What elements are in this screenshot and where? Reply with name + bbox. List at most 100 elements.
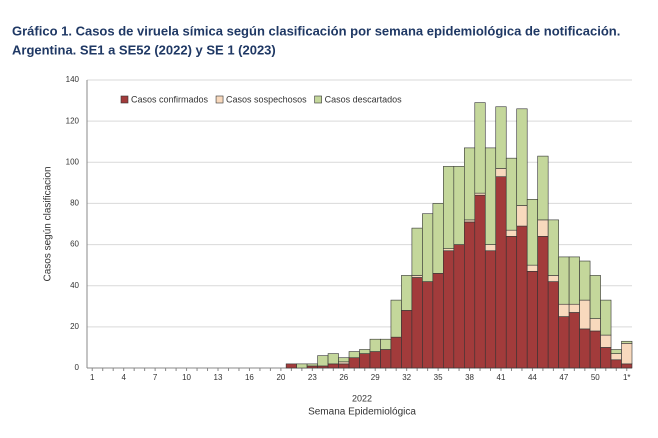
bar-segment	[338, 357, 350, 363]
bar-segment	[610, 353, 622, 361]
y-tick-label: 100	[66, 157, 80, 166]
bar-segment	[453, 244, 465, 369]
legend-label: Casos descartados	[325, 94, 403, 104]
bar-segment	[464, 219, 476, 223]
bar-segment	[369, 338, 381, 352]
x-tick-label: 41	[497, 373, 506, 382]
bar-segment	[411, 227, 423, 276]
bar-segment	[484, 250, 497, 369]
bar-segment	[568, 256, 580, 305]
x-tick-label: 13	[214, 373, 223, 382]
x-tick-label: 1*	[623, 373, 631, 382]
y-axis-label: Casos según clasificacion	[43, 166, 54, 281]
y-tick-label: 140	[66, 75, 80, 84]
x-axis-label: 2022	[352, 393, 372, 403]
bar-segment	[484, 147, 497, 245]
y-tick-label: 20	[70, 322, 79, 331]
x-tick-label: 26	[339, 373, 348, 382]
x-tick-label: 47	[559, 373, 568, 382]
bar-segment	[306, 363, 318, 367]
bar-segment	[390, 336, 402, 369]
x-tick-label: 20	[276, 373, 285, 382]
bar-segment	[537, 236, 549, 369]
bar-segment	[443, 166, 455, 249]
bar-segment	[610, 349, 622, 354]
x-tick-label: 35	[434, 373, 443, 382]
y-tick-label: 60	[70, 240, 79, 249]
bar-segment	[296, 363, 308, 369]
x-tick-label: 10	[182, 373, 191, 382]
bar-segment	[495, 106, 507, 169]
bar-segment	[505, 236, 518, 369]
x-tick-label: 23	[308, 373, 317, 382]
x-tick-label: 1	[90, 373, 95, 382]
bar-segment	[306, 365, 318, 369]
bar-segment	[526, 199, 538, 266]
bar-segment	[432, 203, 444, 274]
x-tick-label: 50	[591, 373, 600, 382]
bar-segment	[589, 318, 601, 332]
legend-swatch	[120, 95, 129, 104]
bar-segment	[464, 221, 476, 369]
x-tick-label: 7	[153, 373, 158, 382]
bar-segment	[432, 273, 444, 369]
bar-segment	[579, 260, 591, 301]
bar-segment	[579, 328, 591, 369]
bar-segment	[474, 192, 486, 196]
bar-segment	[537, 219, 549, 237]
bar-segment	[558, 316, 570, 369]
bar-segment	[474, 194, 486, 369]
bar-segment	[401, 275, 413, 311]
bar-segment	[516, 108, 528, 206]
bar-segment	[495, 176, 507, 369]
bar-segment	[443, 248, 455, 252]
chart-title: Gráfico 1. Casos de viruela símica según…	[12, 23, 620, 38]
bar-segment	[558, 256, 570, 305]
bar-segment	[568, 312, 580, 369]
bar-segment	[380, 349, 392, 369]
x-tick-label: 44	[528, 373, 537, 382]
x-tick-label: 29	[371, 373, 380, 382]
bar-segment	[484, 244, 497, 252]
bar-segment	[516, 225, 528, 369]
legend-label: Casos sospechosos	[226, 94, 307, 104]
bar-segment	[390, 299, 402, 338]
bar-segment	[359, 349, 371, 354]
bar-segment	[526, 264, 538, 272]
bar-segment	[495, 168, 507, 177]
bar-segment	[474, 102, 486, 194]
bar-segment	[516, 205, 528, 227]
bar-segment	[380, 338, 392, 350]
bar-segment	[579, 299, 591, 330]
bar-segment	[338, 361, 350, 365]
bar-segment	[348, 351, 360, 359]
x-tick-label: 16	[245, 373, 254, 382]
bar-segment	[453, 166, 465, 245]
bar-segment	[600, 334, 612, 348]
y-tick-label: 40	[70, 281, 79, 290]
bar-segment	[317, 365, 329, 369]
bar-segment	[505, 229, 518, 237]
bar-segment	[505, 157, 518, 231]
bar-segment	[547, 275, 559, 282]
bar-segment	[547, 281, 559, 369]
bar-segment	[422, 213, 434, 282]
chart-title: Argentina. SE1 a SE52 (2022) y SE 1 (202…	[12, 42, 276, 57]
bar-segment	[600, 347, 612, 369]
bar-segment	[621, 363, 633, 369]
bar-segment	[327, 353, 339, 365]
bar-segment	[610, 359, 622, 369]
bar-segment	[464, 147, 476, 221]
y-tick-label: 80	[70, 199, 79, 208]
bar-segment	[558, 303, 570, 317]
bar-segment	[285, 363, 297, 369]
y-tick-label: 120	[66, 116, 80, 125]
legend-swatch	[215, 95, 224, 104]
x-tick-label: 38	[465, 373, 474, 382]
bar-segment	[327, 363, 339, 369]
bar-segment	[568, 303, 580, 313]
bar-segment	[443, 250, 455, 369]
bar-segment	[411, 275, 423, 278]
bar-segment	[547, 219, 559, 276]
